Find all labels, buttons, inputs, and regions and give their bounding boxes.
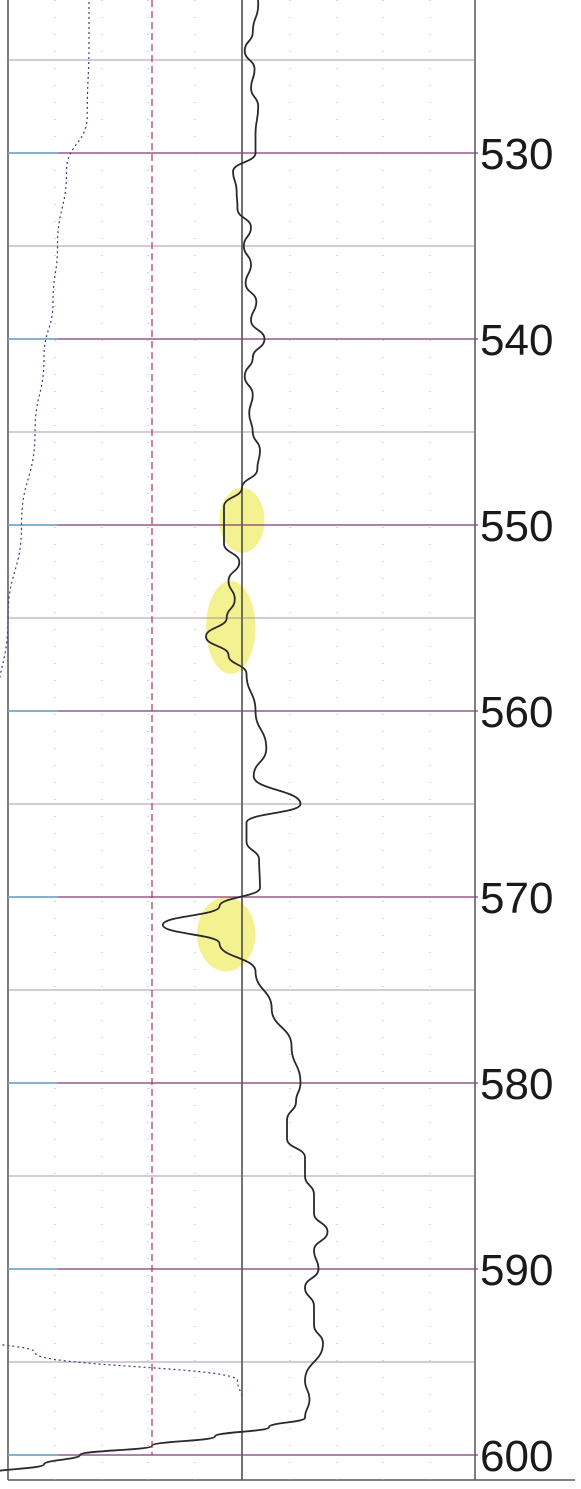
highlight-zone bbox=[197, 897, 256, 972]
log-curve-dotted-1 bbox=[0, 0, 243, 1400]
series-layer bbox=[0, 0, 329, 1472]
grid-layer bbox=[7, 0, 575, 1481]
highlight-zone bbox=[206, 580, 256, 674]
depth-label: 560 bbox=[480, 688, 553, 737]
depth-label: 580 bbox=[480, 1060, 553, 1109]
depth-label: 600 bbox=[480, 1432, 553, 1481]
depth-label-layer: 530 540 550 560 570 580 590 600 bbox=[475, 130, 553, 1481]
depth-label: 590 bbox=[480, 1246, 553, 1295]
depth-label: 540 bbox=[480, 316, 553, 365]
log-curve-solid-0 bbox=[0, 0, 329, 1472]
depth-label: 550 bbox=[480, 502, 553, 551]
depth-label: 530 bbox=[480, 130, 553, 179]
depth-label: 570 bbox=[480, 874, 553, 923]
